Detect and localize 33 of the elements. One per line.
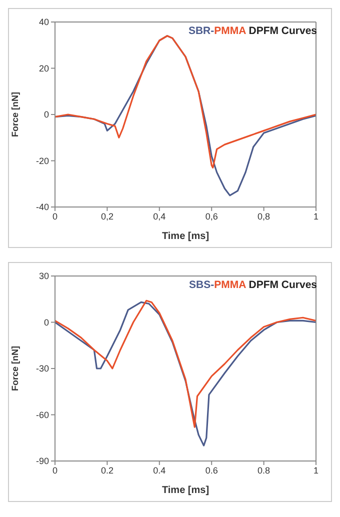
x-tick-label: 0 [52,465,58,476]
text: SBS- [189,279,214,291]
y-tick-label: 20 [38,63,49,74]
y-axis-title: Force [nN] [10,92,20,137]
x-tick-label: 0,8 [258,211,270,222]
chart-title: DPFM Curves [248,25,317,37]
x-axis-title: Time [ms] [162,485,210,496]
y-tick-label: 0 [44,110,49,120]
y-tick-label: -40 [36,202,49,212]
x-tick-label: 0.6 [205,465,218,476]
chart-title: DPFM Curves [248,279,317,291]
y-tick-label: -30 [36,364,49,374]
x-tick-label: 0 [52,211,58,222]
x-tick-label: 0,6 [205,211,218,222]
x-tick-label: 0.2 [100,465,114,476]
x-tick-label: 0,2 [100,211,114,222]
y-tick-label: 40 [38,17,49,28]
x-tick-label: 0.8 [258,465,270,476]
text: PMMA [214,25,246,37]
x-tick-label: 1 [313,465,319,476]
y-tick-label: 0 [44,317,49,328]
x-tick-label: 1 [313,211,319,222]
y-tick-label: 30 [38,271,49,282]
series-label: SBR- [188,25,214,37]
y-tick-label: -60 [36,410,49,420]
y-tick-label: -20 [36,156,49,166]
x-axis-title: Time [ms] [162,231,210,242]
text: PMMA [214,279,246,291]
y-tick-label: -90 [36,456,49,466]
x-tick-label: 0.4 [153,465,166,476]
x-tick-label: 0,4 [153,211,166,222]
y-axis-title: Force [nN] [10,346,20,391]
line-series [55,35,316,168]
